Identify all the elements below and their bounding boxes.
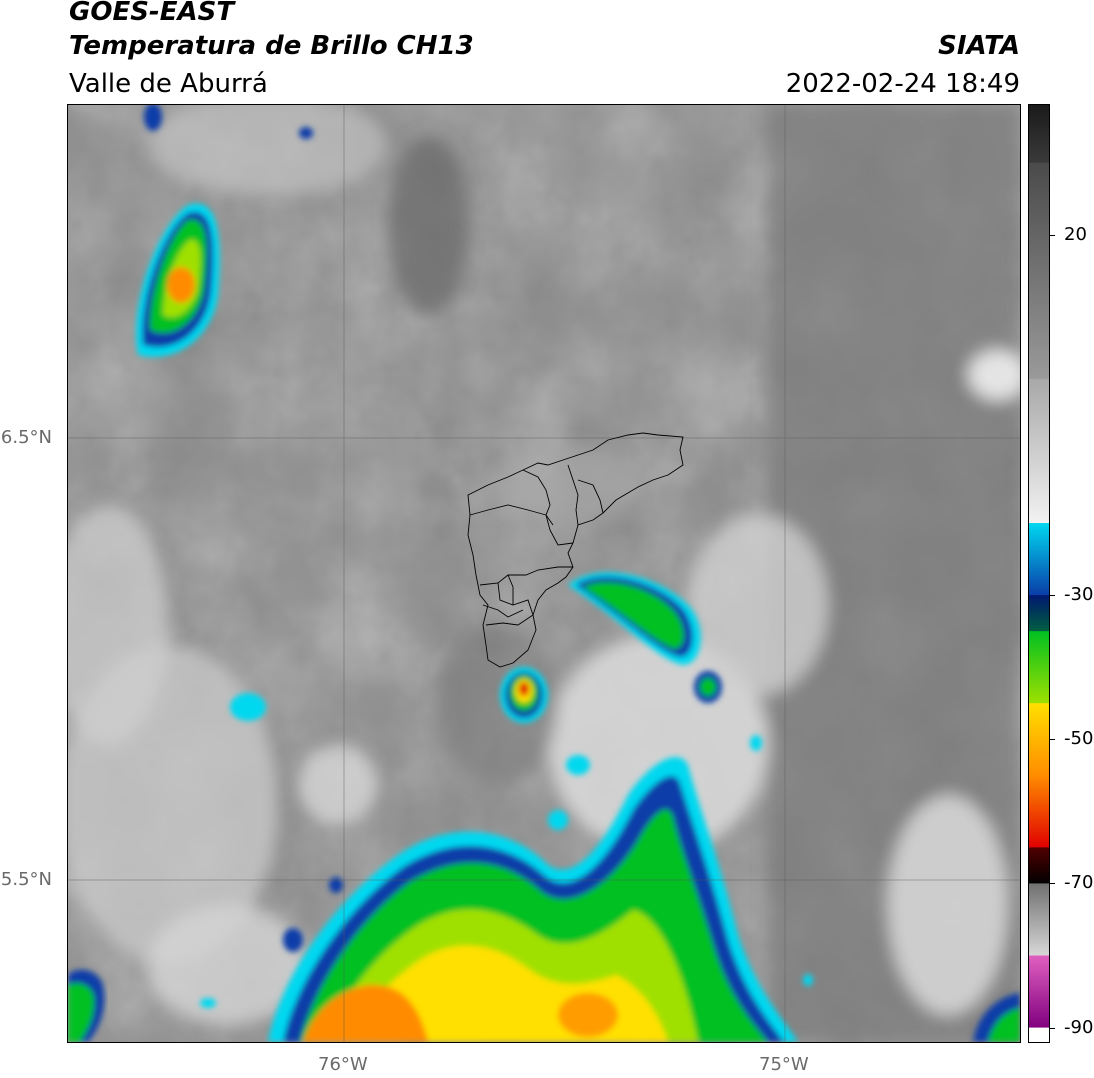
colorbar-tick-label: -90	[1064, 1016, 1094, 1038]
cloud-cell-east	[568, 572, 722, 703]
colorbar-band	[1029, 631, 1049, 704]
cloud-cell-central	[500, 667, 548, 723]
colorbar-tick-label: -30	[1064, 584, 1094, 606]
lat-label-6-5: 6.5°N	[0, 427, 52, 448]
cloud-cell-southwest	[68, 969, 105, 1042]
background-texture	[68, 105, 1020, 1042]
colorbar-band	[1029, 595, 1049, 632]
brand-label: SIATA	[938, 31, 1020, 61]
lat-label-5-5: 5.5°N	[0, 869, 52, 890]
temperature-colorbar	[1028, 104, 1050, 1043]
product-title: Temperatura de Brillo CH13	[69, 31, 474, 61]
valle-de-aburra-boundaries	[467, 432, 684, 668]
colorbar-tick	[1049, 739, 1055, 741]
colorbar-band	[1029, 523, 1049, 596]
satellite-map	[67, 104, 1021, 1043]
map-gridlines	[68, 105, 1020, 1042]
colorbar-tick-label: -50	[1064, 728, 1094, 750]
colorbar-band	[1029, 378, 1049, 524]
colorbar-band	[1029, 883, 1049, 957]
colorbar-tick	[1049, 1027, 1055, 1029]
satellite-title: GOES-EAST	[69, 0, 235, 27]
colorbar-tick	[1049, 234, 1055, 236]
region-subtitle: Valle de Aburrá	[69, 69, 268, 99]
cloud-small-cells	[144, 105, 1020, 1042]
cloud-cell-south	[268, 756, 798, 1042]
cloud-cell-northwest	[136, 203, 220, 357]
colorbar-band	[1029, 162, 1049, 380]
colorbar-tick	[1049, 883, 1055, 885]
colorbar-tick-label: -70	[1064, 872, 1094, 894]
colorbar-tick	[1049, 595, 1055, 597]
colorbar-band	[1029, 1027, 1049, 1042]
colorbar-band	[1029, 955, 1049, 1029]
colorbar-band	[1029, 703, 1049, 776]
colorbar-band	[1029, 847, 1049, 884]
lon-label-75w: 75°W	[759, 1054, 809, 1075]
colorbar-band	[1029, 105, 1049, 164]
colorbar-band	[1029, 775, 1049, 848]
lon-label-76w: 76°W	[318, 1054, 368, 1075]
datetime-label: 2022-02-24 18:49	[785, 69, 1020, 99]
colorbar-tick-label: 20	[1064, 223, 1087, 245]
